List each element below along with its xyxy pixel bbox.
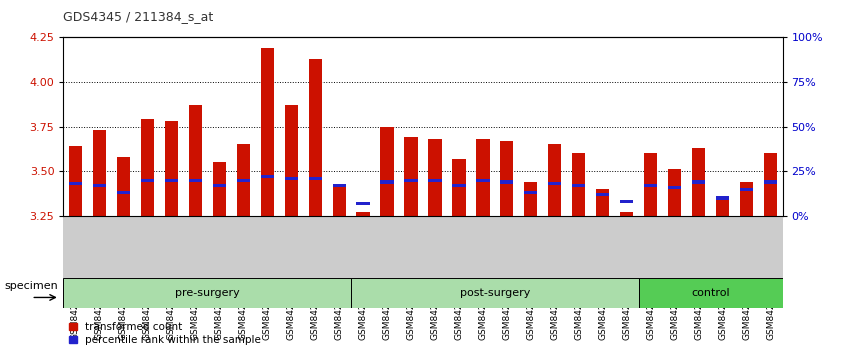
Bar [764, 181, 777, 184]
Bar [261, 48, 274, 216]
Bar [572, 153, 585, 216]
Bar [596, 189, 609, 216]
Bar [716, 196, 729, 200]
Bar [140, 119, 154, 216]
Bar [620, 200, 634, 203]
Bar [284, 177, 298, 180]
Bar [525, 182, 537, 216]
Bar [404, 137, 418, 216]
Bar [668, 170, 681, 216]
Bar [476, 178, 490, 182]
Bar [428, 178, 442, 182]
Bar [93, 130, 106, 216]
Bar [668, 186, 681, 189]
Bar [356, 212, 370, 216]
Bar [381, 181, 393, 184]
Bar [404, 178, 418, 182]
Bar [644, 184, 657, 187]
Bar [69, 182, 82, 185]
Bar [428, 139, 442, 216]
Legend: transformed count, percentile rank within the sample: transformed count, percentile rank withi… [69, 322, 261, 345]
Bar [764, 153, 777, 216]
Bar [500, 181, 514, 184]
Bar [572, 184, 585, 187]
Bar [453, 184, 465, 187]
Bar [117, 157, 130, 216]
Bar [596, 193, 609, 196]
Bar [692, 148, 706, 216]
Bar [212, 162, 226, 216]
Bar [476, 139, 490, 216]
FancyBboxPatch shape [63, 278, 351, 308]
Bar [93, 184, 106, 187]
Bar [356, 202, 370, 205]
Text: control: control [691, 288, 730, 298]
Bar [500, 141, 514, 216]
Bar [189, 178, 202, 182]
Bar [237, 144, 250, 216]
Bar [716, 196, 729, 216]
Bar [189, 105, 202, 216]
Bar [453, 159, 465, 216]
Bar [740, 182, 753, 216]
Bar [284, 105, 298, 216]
Bar [548, 144, 562, 216]
Bar [212, 184, 226, 187]
Bar [261, 175, 274, 178]
Bar [332, 184, 346, 216]
Text: GDS4345 / 211384_s_at: GDS4345 / 211384_s_at [63, 10, 214, 23]
Bar [332, 184, 346, 187]
Bar [525, 191, 537, 194]
Bar [644, 153, 657, 216]
Bar [740, 188, 753, 191]
Text: pre-surgery: pre-surgery [175, 288, 239, 298]
Text: post-surgery: post-surgery [459, 288, 530, 298]
Bar [309, 59, 321, 216]
Text: specimen: specimen [4, 281, 58, 291]
Bar [692, 181, 706, 184]
Bar [69, 146, 82, 216]
Bar [309, 177, 321, 180]
Bar [548, 182, 562, 185]
Bar [620, 212, 634, 216]
Bar [165, 121, 178, 216]
FancyBboxPatch shape [351, 278, 639, 308]
Bar [381, 127, 393, 216]
Bar [140, 178, 154, 182]
Bar [237, 178, 250, 182]
Bar [117, 191, 130, 194]
Bar [165, 178, 178, 182]
FancyBboxPatch shape [639, 278, 783, 308]
